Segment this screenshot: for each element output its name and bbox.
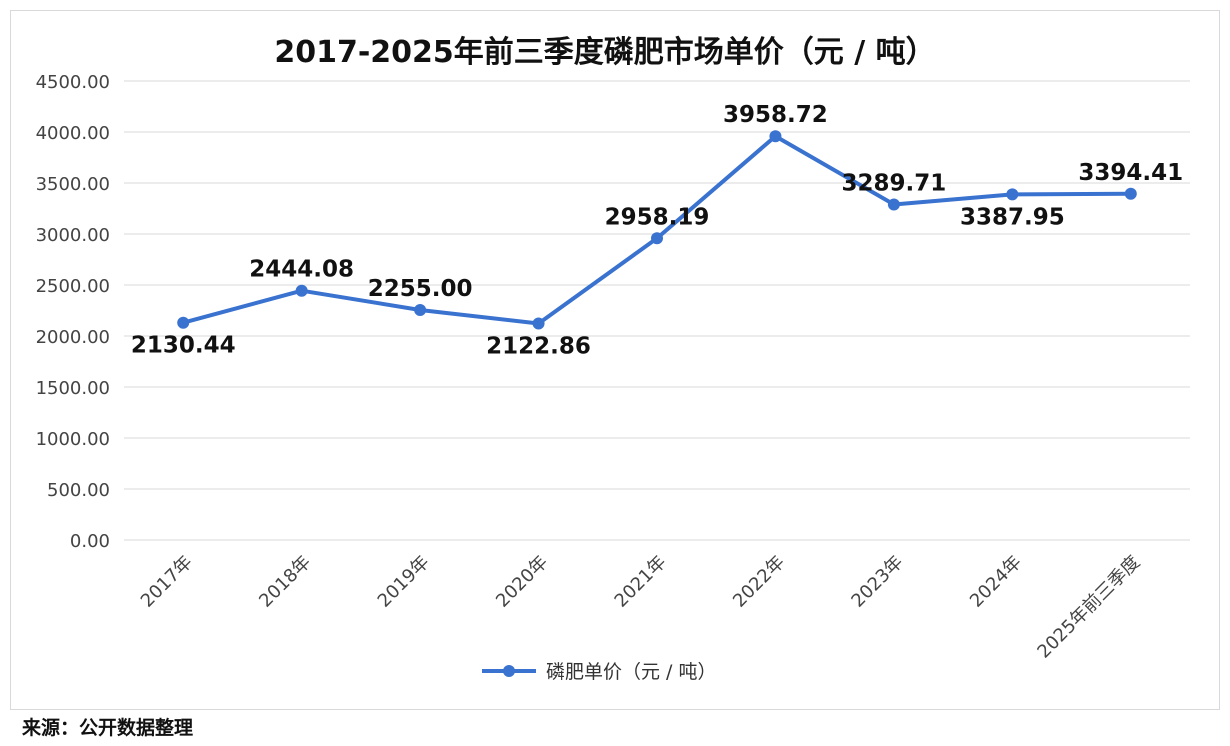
chart-frame [10, 10, 1220, 710]
data-label: 3958.72 [723, 102, 828, 128]
y-tick-label: 4000.00 [36, 123, 110, 144]
data-point [295, 284, 308, 297]
data-point [1124, 187, 1137, 200]
data-point [769, 130, 782, 143]
data-label: 2130.44 [131, 333, 236, 359]
data-point [651, 232, 663, 245]
data-point [414, 303, 427, 316]
data-point [532, 317, 545, 330]
x-tick-label: 2019年 [374, 552, 434, 612]
x-axis-ticks: 2017年 2018年 2019年 2020年 2021年 2022年 2023年 2024年… [137, 552, 1145, 663]
x-tick-label: 2025年前三季度 [1033, 552, 1144, 663]
data-label: 3387.95 [960, 204, 1065, 230]
data-label: 2958.19 [605, 204, 710, 230]
legend-series-label: 磷肥单价（元 / 吨） [546, 661, 716, 683]
y-tick-label: 3500.00 [36, 174, 110, 195]
x-tick-label: 2018年 [255, 552, 315, 612]
data-labels: 2130.44 2444.08 2255.00 2122.86 2958.19 3958.… [131, 102, 1183, 359]
x-tick-label: 2023年 [847, 552, 907, 612]
legend: 磷肥单价（元 / 吨） [482, 661, 716, 683]
y-tick-label: 1500.00 [36, 378, 110, 399]
data-label: 2444.08 [249, 257, 354, 283]
legend-point-marker [503, 665, 515, 677]
x-tick-label: 2022年 [729, 552, 789, 612]
data-label: 2255.00 [368, 276, 473, 302]
grid-lines [124, 80, 1190, 541]
x-tick-label: 2020年 [492, 552, 552, 612]
data-point [177, 316, 190, 329]
data-label: 3394.41 [1078, 160, 1183, 186]
series-layer [177, 130, 1137, 330]
chart-title: 2017-2025年前三季度磷肥市场单价（元 / 吨） [274, 35, 935, 70]
x-tick-label: 2021年 [611, 552, 671, 612]
data-label: 3289.71 [842, 170, 947, 196]
x-tick-label: 2024年 [966, 552, 1026, 612]
data-point [887, 198, 900, 211]
data-label: 2122.86 [486, 333, 591, 359]
y-tick-label: 2500.00 [36, 276, 110, 297]
y-tick-label: 1000.00 [36, 429, 110, 450]
y-tick-label: 2000.00 [36, 327, 110, 348]
y-tick-label: 0.00 [70, 531, 110, 552]
data-point [1006, 188, 1019, 201]
x-tick-label: 2017年 [137, 552, 197, 612]
y-tick-label: 3000.00 [36, 225, 110, 246]
y-tick-label: 4500.00 [36, 72, 110, 93]
y-axis-ticks: 0.00 500.00 1000.00 1500.00 2000.00 2500.00 30… [36, 72, 110, 552]
source-note: 来源：公开数据整理 [22, 716, 193, 739]
y-tick-label: 500.00 [47, 480, 110, 501]
